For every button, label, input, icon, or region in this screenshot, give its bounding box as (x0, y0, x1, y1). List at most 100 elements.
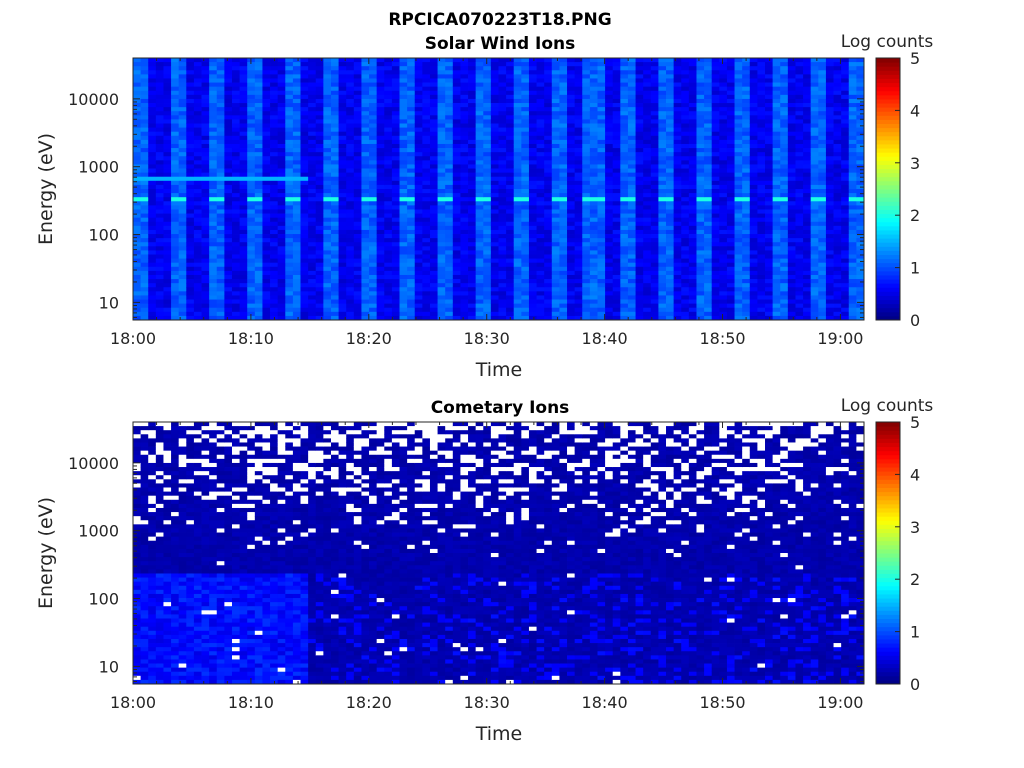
heatmap-cell (627, 250, 636, 255)
heatmap-cell (384, 234, 393, 239)
heatmap-cell (528, 107, 537, 112)
heatmap-cell (376, 111, 385, 116)
heatmap-cell (612, 266, 621, 272)
heatmap-cell (353, 258, 362, 264)
heatmap-cell (559, 148, 568, 153)
heatmap-cell (688, 111, 697, 116)
heatmap-cell (140, 217, 149, 223)
heatmap-cell (171, 143, 180, 149)
heatmap-cell (696, 143, 705, 149)
heatmap-cell (270, 123, 279, 128)
heatmap-cell (506, 148, 515, 153)
heatmap-cell (247, 258, 256, 264)
heatmap-cell (201, 98, 210, 104)
heatmap-cell (399, 168, 408, 174)
heatmap-cell (285, 168, 294, 174)
heatmap-cell (300, 205, 309, 210)
heatmap-cell (551, 274, 560, 280)
heatmap-cell (140, 234, 149, 239)
heatmap-cell (155, 127, 164, 133)
heatmap-cell (155, 197, 164, 202)
heatmap-cell (330, 156, 339, 161)
heatmap-cell (353, 201, 362, 206)
heatmap-cell (627, 135, 636, 141)
heatmap-cell (460, 209, 469, 214)
heatmap-cell (254, 135, 263, 141)
heatmap-cell (338, 205, 347, 210)
heatmap-cell (582, 221, 591, 227)
heatmap-cell (330, 103, 339, 108)
heatmap-cell (361, 242, 370, 247)
heatmap-cell (338, 115, 347, 120)
heatmap-cell (429, 234, 438, 239)
heatmap-cell (224, 242, 233, 247)
heatmap-cell (567, 311, 576, 317)
heatmap-cell (148, 74, 157, 79)
heatmap-cell (483, 82, 492, 88)
heatmap-cell (620, 283, 629, 288)
heatmap-cell (140, 135, 149, 141)
heatmap-cell (681, 180, 690, 186)
heatmap-cell (688, 225, 697, 231)
heatmap-cell (239, 229, 248, 235)
heatmap-cell (300, 307, 309, 313)
heatmap-cell (224, 201, 233, 206)
heatmap-cell (513, 66, 522, 71)
heatmap-cell (536, 168, 545, 174)
heatmap-cell (719, 307, 728, 313)
heatmap-cell (673, 279, 682, 284)
heatmap-cell (369, 58, 378, 63)
heatmap-cell (490, 229, 499, 235)
heatmap-cell (399, 262, 408, 268)
heatmap-cell (201, 172, 210, 178)
heatmap-cell (193, 139, 202, 145)
heatmap-cell (155, 213, 164, 219)
heatmap-cell (650, 62, 659, 67)
heatmap-cell (270, 172, 279, 178)
heatmap-cell (193, 270, 202, 276)
heatmap-cell (620, 115, 629, 120)
heatmap-cell (711, 139, 720, 145)
heatmap-cell (688, 270, 697, 276)
heatmap-cell (559, 291, 568, 296)
heatmap-cell (582, 217, 591, 223)
heatmap-cell (627, 58, 636, 63)
heatmap-cell (277, 225, 286, 231)
heatmap-cell (201, 221, 210, 227)
heatmap-cell (216, 180, 225, 186)
heatmap-cell (704, 66, 713, 71)
heatmap-cell (315, 127, 324, 133)
heatmap-cell (353, 287, 362, 292)
heatmap-cell (186, 90, 195, 96)
heatmap-cell (688, 283, 697, 288)
heatmap-cell (361, 127, 370, 133)
heatmap-cell (612, 180, 621, 186)
heatmap-cell (582, 164, 591, 169)
heatmap-cell (559, 168, 568, 174)
heatmap-cell (201, 115, 210, 120)
heatmap-cell (666, 74, 675, 79)
heatmap-cell (688, 148, 697, 153)
heatmap-cell (171, 119, 180, 124)
heatmap-cell (429, 299, 438, 305)
heatmap-cell (346, 307, 355, 313)
heatmap-cell (254, 131, 263, 137)
heatmap-cell (468, 246, 477, 251)
heatmap-cell (468, 176, 477, 182)
heatmap-cell (589, 168, 598, 174)
heatmap-cell (536, 315, 545, 321)
heatmap-cell (262, 90, 271, 96)
heatmap-cell (620, 103, 629, 108)
heatmap-cell (544, 123, 553, 128)
heatmap-cell (658, 303, 667, 309)
heatmap-cell (429, 270, 438, 276)
heatmap-cell (475, 119, 484, 124)
heatmap-cell (498, 152, 507, 157)
heatmap-cell (376, 139, 385, 145)
heatmap-cell (422, 221, 431, 227)
heatmap-cell (346, 238, 355, 243)
heatmap-cell (186, 164, 195, 169)
heatmap-cell (346, 258, 355, 264)
heatmap-cell (468, 250, 477, 255)
heatmap-cell (582, 107, 591, 112)
